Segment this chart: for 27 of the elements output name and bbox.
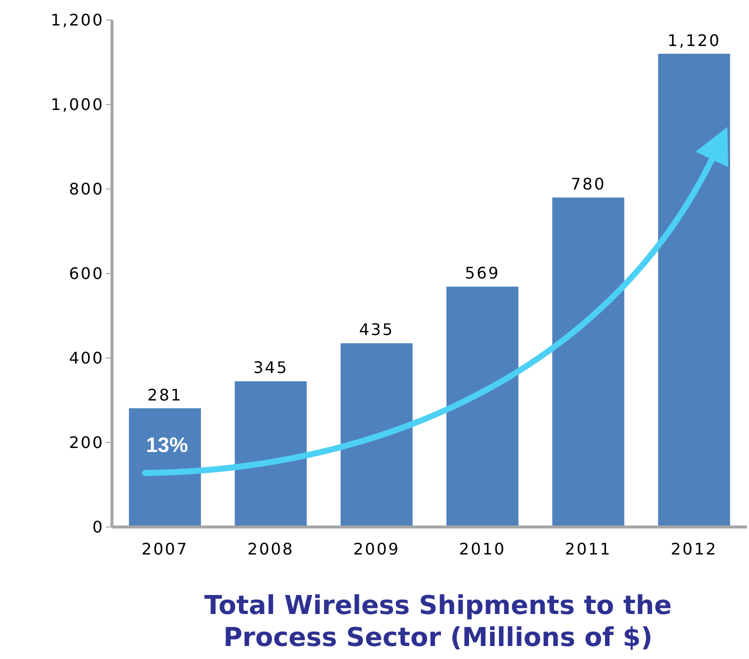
bar [128, 408, 201, 527]
text: Total Wireless Shipments to the Process Sector (Millions of $) [203, 590, 673, 654]
x-tick-label: 2011 [564, 539, 612, 558]
x-tick-label: 2007 [142, 539, 188, 558]
y-tick-label: 1,200 [50, 10, 104, 30]
y-tick-label: 600 [68, 264, 104, 284]
y-tick-label: 800 [68, 180, 104, 199]
annotation: 13% [146, 434, 188, 458]
bar [446, 286, 518, 527]
data-label: 345 [253, 358, 288, 378]
x-tick-label: 2012 [670, 539, 718, 558]
bar [658, 54, 730, 527]
bar [552, 197, 624, 527]
x-tick-label: 2010 [459, 539, 506, 558]
data-label: 281 [147, 385, 182, 404]
data-label: 1,120 [667, 30, 721, 50]
x-tick-label: 2009 [353, 539, 400, 558]
bar [340, 343, 413, 527]
data-label: 435 [359, 320, 394, 340]
y-tick-label: 0 [92, 518, 104, 537]
bar [234, 381, 307, 527]
data-label: 780 [570, 174, 606, 194]
y-tick-label: 200 [68, 433, 104, 452]
data-label: 569 [464, 264, 500, 283]
y-tick-label: 1,000 [50, 95, 104, 114]
x-tick-label: 2008 [247, 539, 294, 558]
y-tick-label: 400 [68, 348, 104, 368]
